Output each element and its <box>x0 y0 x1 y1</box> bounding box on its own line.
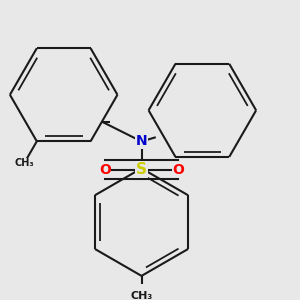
Text: O: O <box>99 163 111 177</box>
Text: O: O <box>172 163 184 177</box>
Text: S: S <box>136 162 147 177</box>
Text: N: N <box>136 134 147 148</box>
Text: CH₃: CH₃ <box>130 291 153 300</box>
Text: CH₃: CH₃ <box>14 158 34 168</box>
